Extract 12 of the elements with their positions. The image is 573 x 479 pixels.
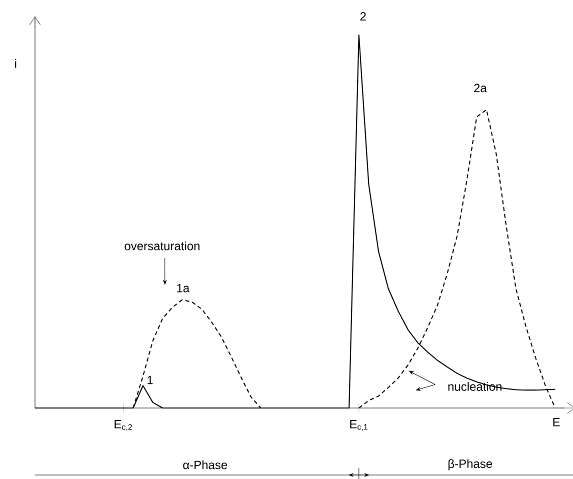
text: α-Phase — [183, 460, 228, 470]
x-axis-title: E — [553, 418, 560, 426]
annotation: 1 — [148, 376, 153, 384]
text: β-Phase — [448, 459, 492, 470]
annotation: 2a — [474, 84, 487, 92]
x-tick-label: E$_{c,2}$ — [114, 420, 132, 431]
text: 2 — [360, 12, 366, 21]
annotation: oversaturation — [124, 241, 200, 250]
annotation: nucleation — [448, 382, 502, 391]
y-axis-title: i — [15, 58, 16, 68]
x-tick-label: E$_{c,1}$ — [350, 420, 368, 431]
annotation: 1a — [177, 284, 190, 292]
